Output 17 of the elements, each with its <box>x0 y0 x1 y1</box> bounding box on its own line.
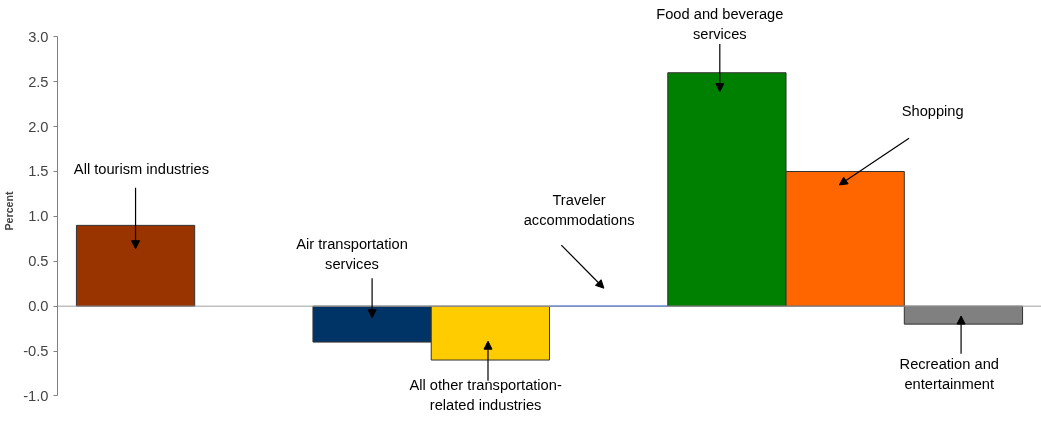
y-tick-label: 0.0 <box>28 298 49 315</box>
y-tick-label: -1.0 <box>23 387 49 404</box>
annotation: Food and beverage services <box>656 6 784 43</box>
annotation: Air transportation services <box>296 236 408 273</box>
annotation: Recreation and entertainment <box>899 355 999 392</box>
annotation: All tourism industries <box>73 160 210 177</box>
y-tick-label: 0.5 <box>28 253 49 270</box>
y-tick-label: 1.0 <box>28 208 49 225</box>
annotation: Traveler accommodations <box>523 192 635 229</box>
y-tick-label: 3.0 <box>28 28 49 45</box>
y-tick-label: 1.5 <box>28 163 49 180</box>
y-tick-label: -0.5 <box>23 343 49 360</box>
annotation: Shopping <box>901 103 964 120</box>
y-tick-label: 2.5 <box>28 73 49 90</box>
annotation: All other transportation- related industries <box>409 377 562 414</box>
y-tick-label: 2.0 <box>28 118 49 135</box>
y-axis-title: Percent <box>3 191 16 231</box>
